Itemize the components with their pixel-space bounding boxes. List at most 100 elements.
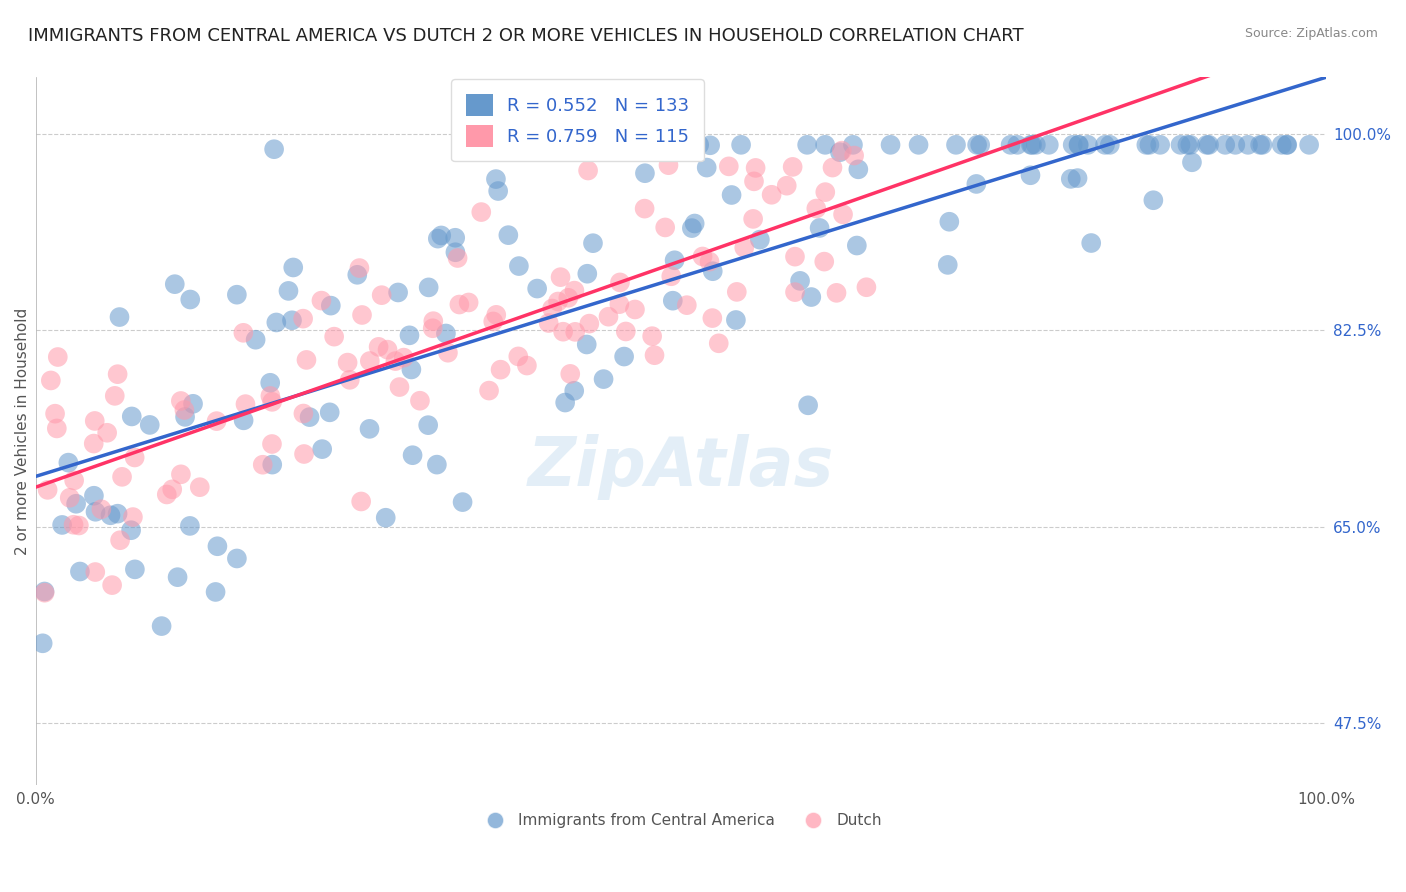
Dutch: [699, 254, 721, 268]
Dutch: [84, 565, 107, 579]
Dutch: [67, 518, 90, 533]
Dutch: [232, 326, 254, 340]
Immigrants from Central America: [879, 137, 901, 152]
Immigrants from Central America: [1019, 137, 1042, 152]
Dutch: [367, 340, 389, 354]
Immigrants from Central America: [1025, 137, 1047, 152]
Dutch: [370, 288, 392, 302]
Dutch: [783, 250, 806, 264]
Dutch: [156, 487, 179, 501]
Dutch: [485, 308, 508, 322]
Y-axis label: 2 or more Vehicles in Household: 2 or more Vehicles in Household: [15, 308, 30, 555]
Dutch: [641, 329, 664, 343]
Immigrants from Central America: [1000, 137, 1022, 152]
Dutch: [654, 141, 676, 155]
Immigrants from Central America: [225, 551, 247, 566]
Dutch: [170, 394, 193, 409]
Immigrants from Central America: [444, 245, 467, 260]
Immigrants from Central America: [401, 448, 423, 462]
Dutch: [122, 510, 145, 524]
Immigrants from Central America: [1098, 137, 1121, 152]
Immigrants from Central America: [1019, 168, 1042, 182]
Dutch: [260, 437, 283, 451]
Immigrants from Central America: [58, 456, 80, 470]
Immigrants from Central America: [84, 505, 107, 519]
Immigrants from Central America: [444, 231, 467, 245]
Immigrants from Central America: [1170, 137, 1192, 152]
Immigrants from Central America: [263, 142, 285, 156]
Dutch: [831, 144, 853, 158]
Dutch: [644, 348, 666, 362]
Immigrants from Central America: [613, 350, 636, 364]
Immigrants from Central America: [1080, 235, 1102, 250]
Immigrants from Central America: [31, 636, 53, 650]
Dutch: [744, 161, 766, 175]
Dutch: [576, 163, 599, 178]
Immigrants from Central America: [1021, 137, 1043, 152]
Dutch: [188, 480, 211, 494]
Immigrants from Central America: [281, 313, 304, 327]
Immigrants from Central America: [401, 362, 423, 376]
Dutch: [657, 158, 679, 172]
Immigrants from Central America: [808, 221, 831, 235]
Dutch: [259, 389, 281, 403]
Dutch: [761, 187, 783, 202]
Immigrants from Central America: [1213, 137, 1236, 152]
Immigrants from Central America: [434, 326, 457, 341]
Dutch: [783, 285, 806, 299]
Immigrants from Central America: [966, 137, 988, 152]
Immigrants from Central America: [575, 337, 598, 351]
Immigrants from Central America: [945, 137, 967, 152]
Immigrants from Central America: [938, 215, 960, 229]
Immigrants from Central America: [34, 584, 56, 599]
Dutch: [564, 284, 586, 298]
Dutch: [564, 325, 586, 339]
Dutch: [609, 276, 631, 290]
Dutch: [252, 458, 274, 472]
Immigrants from Central America: [1298, 137, 1320, 152]
Dutch: [409, 393, 432, 408]
Immigrants from Central America: [486, 184, 509, 198]
Immigrants from Central America: [554, 395, 576, 409]
Dutch: [675, 298, 697, 312]
Immigrants from Central America: [179, 293, 201, 307]
Immigrants from Central America: [1180, 137, 1202, 152]
Immigrants from Central America: [245, 333, 267, 347]
Dutch: [59, 491, 82, 505]
Immigrants from Central America: [259, 376, 281, 390]
Immigrants from Central America: [1135, 137, 1157, 152]
Dutch: [692, 250, 714, 264]
Dutch: [63, 474, 86, 488]
Dutch: [609, 297, 631, 311]
Immigrants from Central America: [702, 264, 724, 278]
Dutch: [44, 407, 66, 421]
Immigrants from Central America: [121, 409, 143, 424]
Dutch: [104, 389, 127, 403]
Dutch: [83, 414, 105, 428]
Dutch: [39, 374, 62, 388]
Immigrants from Central America: [1198, 137, 1220, 152]
Immigrants from Central America: [318, 405, 340, 419]
Dutch: [547, 294, 569, 309]
Immigrants from Central America: [69, 565, 91, 579]
Immigrants from Central America: [662, 293, 685, 308]
Dutch: [292, 447, 315, 461]
Immigrants from Central America: [1149, 137, 1171, 152]
Dutch: [388, 380, 411, 394]
Dutch: [437, 345, 460, 359]
Immigrants from Central America: [1066, 171, 1088, 186]
Text: Source: ZipAtlas.com: Source: ZipAtlas.com: [1244, 27, 1378, 40]
Dutch: [235, 397, 257, 411]
Immigrants from Central America: [508, 259, 530, 273]
Immigrants from Central America: [277, 284, 299, 298]
Immigrants from Central America: [1094, 137, 1116, 152]
Dutch: [560, 367, 582, 381]
Dutch: [124, 450, 146, 465]
Dutch: [323, 329, 346, 343]
Immigrants from Central America: [166, 570, 188, 584]
Dutch: [262, 395, 284, 409]
Immigrants from Central America: [1177, 137, 1199, 152]
Immigrants from Central America: [418, 418, 440, 433]
Dutch: [350, 308, 373, 322]
Immigrants from Central America: [681, 221, 703, 235]
